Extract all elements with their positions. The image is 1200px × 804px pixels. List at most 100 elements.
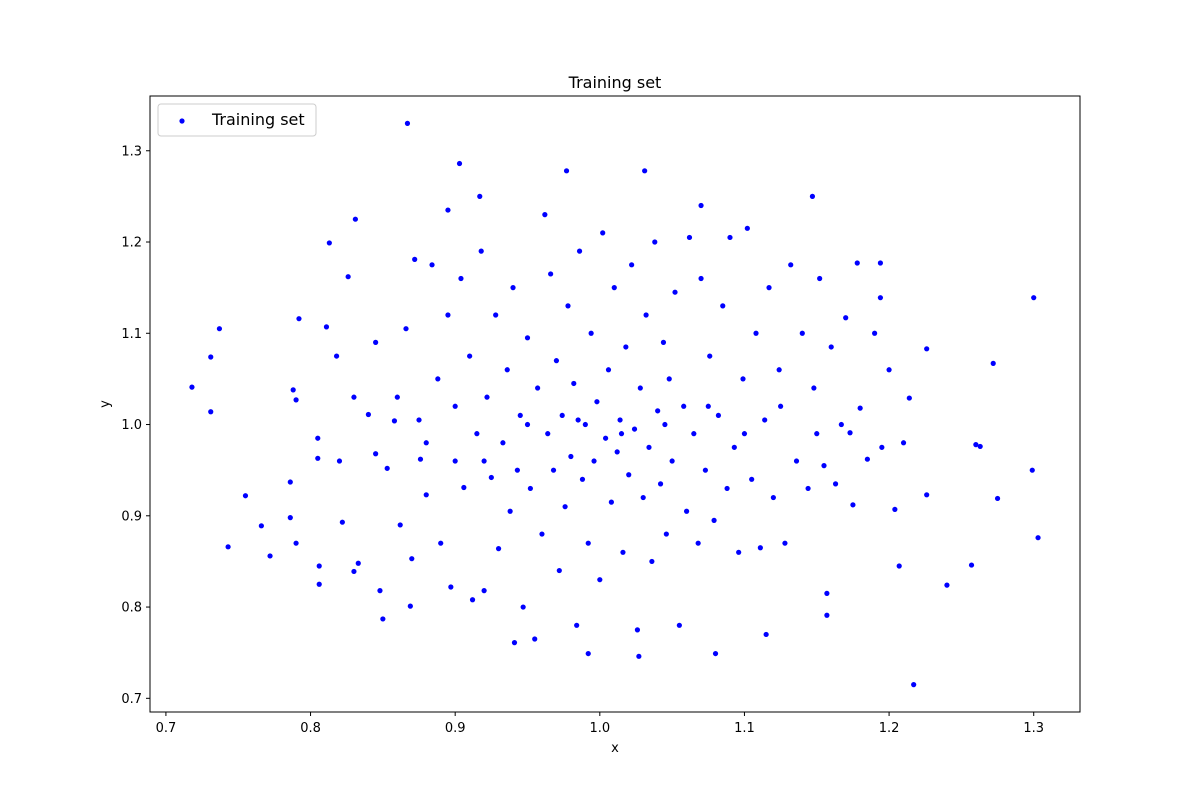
data-point [412, 256, 418, 262]
data-point [542, 212, 548, 218]
data-point [417, 456, 424, 462]
data-point [316, 563, 322, 569]
data-point [403, 326, 409, 332]
legend-label: Training set [211, 110, 305, 129]
data-point [559, 412, 565, 419]
data-point [702, 467, 708, 473]
x-tick-label: 1.1 [734, 721, 755, 736]
data-point [429, 262, 435, 268]
data-point [698, 275, 704, 282]
data-point [333, 353, 340, 359]
data-point [824, 590, 830, 596]
data-point [481, 588, 487, 594]
data-point [669, 458, 675, 464]
y-tick-label: 1.0 [121, 418, 142, 433]
data-point [339, 519, 345, 525]
data-point [404, 120, 411, 126]
data-point [662, 421, 668, 428]
data-point [944, 582, 950, 588]
data-point [1029, 467, 1035, 473]
data-point [511, 640, 518, 646]
data-point [886, 367, 892, 373]
data-point [524, 335, 531, 341]
data-point [968, 562, 975, 568]
data-point [753, 330, 759, 336]
data-point [634, 627, 641, 633]
data-point [762, 417, 768, 423]
data-point [493, 312, 499, 318]
data-point [423, 492, 429, 498]
data-point [611, 285, 617, 291]
data-point [380, 616, 386, 622]
data-point [394, 394, 400, 400]
data-point [445, 312, 451, 318]
data-point [539, 531, 545, 537]
data-point [749, 476, 755, 482]
data-point [452, 403, 458, 409]
data-point [1031, 295, 1037, 301]
data-point [477, 193, 483, 199]
data-point [605, 367, 612, 373]
data-point [637, 385, 643, 391]
data-point [643, 312, 649, 318]
data-point [315, 435, 321, 441]
data-point [821, 463, 827, 469]
data-point [617, 417, 623, 423]
data-point [640, 494, 646, 501]
data-point [351, 394, 357, 400]
data-point [864, 456, 870, 462]
data-point [326, 240, 332, 246]
data-point [850, 502, 856, 508]
data-point [766, 285, 772, 291]
data-point [686, 234, 693, 241]
data-point [189, 384, 195, 390]
data-point [575, 417, 581, 423]
data-point [351, 568, 357, 575]
data-point [817, 275, 823, 282]
data-point [527, 485, 533, 492]
data-point [423, 440, 429, 446]
data-point [553, 358, 560, 364]
y-tick-label: 1.2 [121, 236, 142, 251]
data-point [623, 344, 629, 350]
data-point [591, 458, 597, 464]
data-point [293, 397, 299, 403]
data-point [467, 353, 473, 359]
data-point [691, 431, 697, 437]
data-point [620, 549, 626, 555]
data-point [843, 315, 849, 321]
data-point [287, 479, 293, 485]
data-point [588, 330, 594, 336]
data-point [990, 360, 996, 366]
data-point [242, 493, 249, 499]
data-point [1035, 535, 1041, 541]
data-point [579, 476, 586, 482]
points-layer [189, 120, 1041, 688]
plot-area-frame [149, 95, 1081, 713]
data-point [287, 515, 293, 521]
data-point [384, 465, 390, 471]
data-point [556, 567, 562, 574]
data-point [814, 431, 820, 437]
data-point [481, 458, 487, 464]
data-point [770, 494, 776, 501]
data-point [854, 260, 860, 266]
data-point [642, 168, 648, 174]
data-point [805, 485, 811, 492]
data-point [977, 443, 983, 450]
data-point [571, 380, 577, 387]
data-point [524, 421, 531, 428]
data-point [520, 604, 526, 610]
data-point [397, 522, 403, 528]
data-point [618, 431, 625, 437]
data-point [652, 239, 658, 245]
data-point [594, 399, 600, 405]
data-point [720, 303, 726, 309]
data-point [740, 376, 746, 382]
data-point [763, 631, 769, 638]
data-point [345, 274, 351, 280]
data-point [698, 202, 704, 209]
data-point [724, 485, 730, 492]
data-point [877, 260, 884, 266]
data-point [469, 597, 476, 603]
